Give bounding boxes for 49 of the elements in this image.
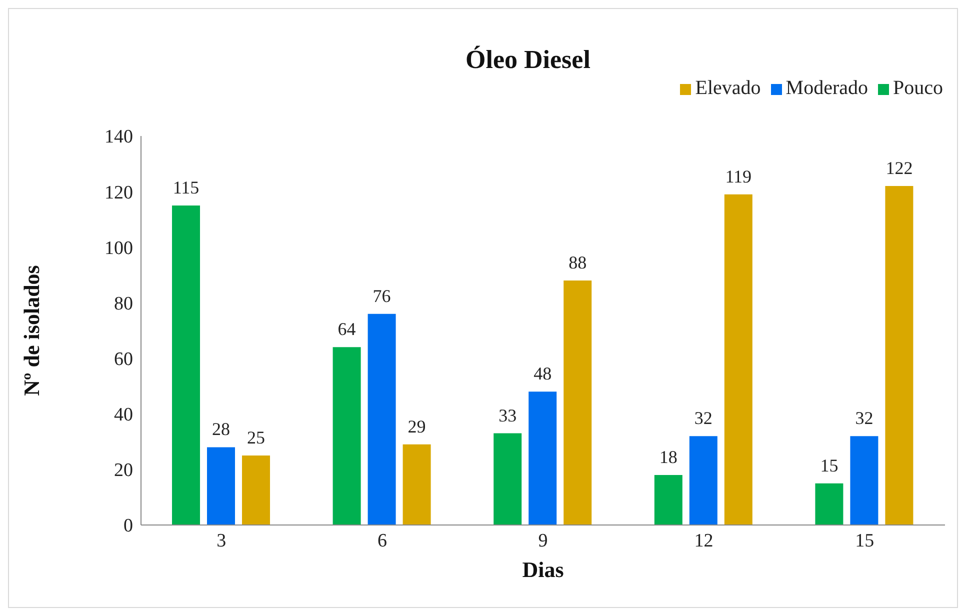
data-label: 32 bbox=[694, 408, 712, 428]
legend-label: Pouco bbox=[893, 77, 943, 99]
data-label: 29 bbox=[408, 416, 426, 436]
data-label: 115 bbox=[172, 177, 200, 198]
x-axis-title: Dias bbox=[522, 557, 564, 582]
y-tick-label: 20 bbox=[114, 460, 133, 482]
data-label: 25 bbox=[247, 428, 265, 448]
chart-title: Óleo Diesel bbox=[464, 45, 592, 75]
data-label: 33 bbox=[498, 405, 517, 426]
x-tick-label: 3 bbox=[216, 530, 226, 552]
y-tick-label: 140 bbox=[104, 126, 133, 148]
y-tick-label: 60 bbox=[114, 349, 133, 370]
bar bbox=[207, 447, 235, 525]
data-label: 15 bbox=[820, 455, 838, 476]
y-tick-label: 0 bbox=[124, 516, 133, 537]
data-label: 32 bbox=[855, 408, 874, 428]
data-label: 48 bbox=[534, 364, 552, 384]
bar bbox=[850, 436, 878, 525]
bar bbox=[368, 314, 396, 525]
data-label: 122 bbox=[886, 158, 913, 178]
data-label: 76 bbox=[372, 286, 391, 306]
bar bbox=[564, 280, 592, 525]
legend-label: Elevado bbox=[695, 77, 761, 99]
bar bbox=[654, 474, 682, 525]
bar bbox=[332, 347, 361, 525]
bar bbox=[242, 456, 270, 525]
x-tick-label: 15 bbox=[855, 530, 874, 552]
bar bbox=[528, 392, 557, 525]
bar bbox=[494, 433, 522, 525]
data-label: 28 bbox=[212, 419, 230, 440]
bar bbox=[724, 194, 752, 525]
legend-label: Moderado bbox=[786, 77, 868, 99]
y-tick-label: 80 bbox=[114, 293, 133, 314]
bar bbox=[689, 436, 718, 525]
data-label: 88 bbox=[568, 252, 587, 272]
bar bbox=[885, 186, 914, 525]
bar bbox=[402, 444, 431, 525]
y-tick-label: 120 bbox=[104, 182, 133, 204]
y-tick-label: 40 bbox=[114, 404, 133, 426]
data-label: 64 bbox=[338, 319, 356, 340]
data-label: 119 bbox=[725, 166, 752, 186]
y-axis-title: Nº de isolados bbox=[18, 264, 44, 396]
x-tick-label: 9 bbox=[538, 530, 548, 552]
bar bbox=[815, 483, 844, 525]
x-tick-label: 12 bbox=[694, 530, 714, 552]
y-tick-label: 100 bbox=[104, 238, 133, 259]
bar bbox=[172, 205, 200, 525]
data-label: 18 bbox=[659, 446, 678, 467]
x-tick-label: 6 bbox=[377, 530, 387, 552]
